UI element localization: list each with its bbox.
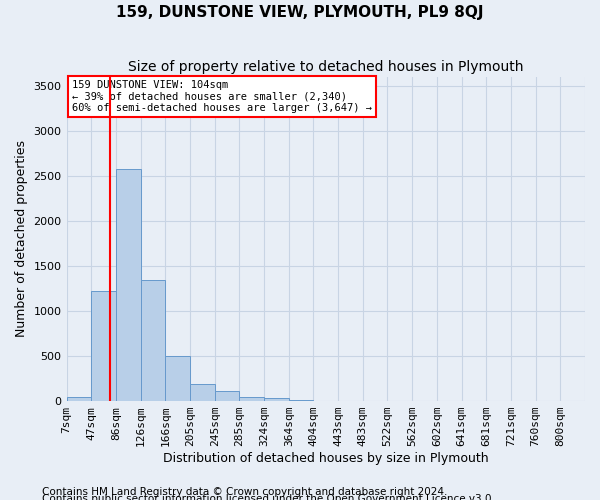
Text: 159 DUNSTONE VIEW: 104sqm
← 39% of detached houses are smaller (2,340)
60% of se: 159 DUNSTONE VIEW: 104sqm ← 39% of detac…: [72, 80, 372, 113]
Text: Contains public sector information licensed under the Open Government Licence v3: Contains public sector information licen…: [42, 494, 495, 500]
Bar: [239, 396, 264, 401]
Title: Size of property relative to detached houses in Plymouth: Size of property relative to detached ho…: [128, 60, 524, 74]
Text: Contains HM Land Registry data © Crown copyright and database right 2024.: Contains HM Land Registry data © Crown c…: [42, 487, 448, 497]
Bar: [190, 384, 215, 401]
Bar: [289, 400, 313, 401]
Bar: [91, 291, 116, 401]
Bar: [215, 391, 239, 401]
Bar: [140, 280, 165, 401]
X-axis label: Distribution of detached houses by size in Plymouth: Distribution of detached houses by size …: [163, 452, 488, 465]
Text: 159, DUNSTONE VIEW, PLYMOUTH, PL9 8QJ: 159, DUNSTONE VIEW, PLYMOUTH, PL9 8QJ: [116, 5, 484, 20]
Bar: [165, 356, 190, 401]
Y-axis label: Number of detached properties: Number of detached properties: [15, 140, 28, 338]
Bar: [116, 168, 140, 401]
Bar: [67, 396, 91, 401]
Bar: [264, 398, 289, 401]
